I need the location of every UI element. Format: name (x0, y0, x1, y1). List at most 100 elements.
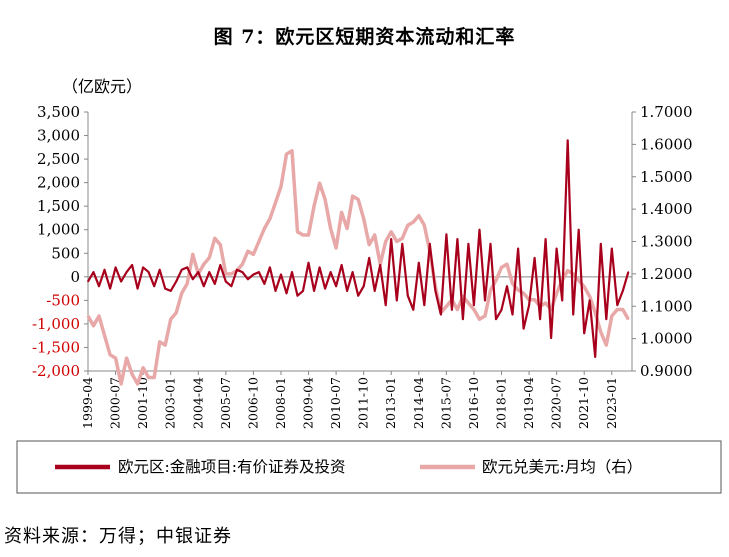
data-point (594, 356, 596, 358)
data-point (561, 299, 563, 302)
data-point (340, 211, 343, 214)
data-point (169, 290, 172, 292)
data-point (555, 247, 558, 250)
data-point (484, 315, 486, 317)
data-point (164, 344, 166, 346)
data-point (285, 292, 288, 295)
data-point (566, 269, 569, 272)
left-tick-label: 1,500 (37, 197, 80, 215)
data-point (203, 285, 205, 288)
data-point (555, 292, 558, 295)
data-point (92, 324, 95, 327)
data-point (533, 257, 536, 259)
x-tick-label: 2003-01 (163, 377, 178, 429)
data-point (120, 280, 122, 283)
data-point (307, 261, 310, 264)
x-tick-label: 2023-01 (604, 377, 619, 429)
right-tick-label: 1.4000 (640, 200, 693, 218)
data-point (164, 287, 166, 290)
data-point (423, 304, 426, 306)
right-tick-label: 1.3000 (640, 233, 693, 251)
data-point (418, 261, 420, 264)
x-tick-label: 2009-04 (301, 377, 316, 429)
data-point (302, 290, 304, 292)
axes: 3,500 3,000 2,500 2,000 1,500 1,000 500 0 -500 -1… (32, 103, 693, 429)
data-point (230, 285, 233, 288)
data-point (114, 266, 117, 269)
data-point (511, 282, 514, 285)
data-point (175, 280, 177, 283)
right-tick-label: 1.0000 (640, 330, 693, 348)
data-point (539, 318, 541, 321)
data-point (329, 271, 332, 273)
left-tick-label: -1,500 (32, 338, 80, 356)
x-tick-label: 2008-01 (273, 377, 288, 429)
data-point (577, 279, 580, 282)
left-tick-label: 500 (51, 244, 80, 262)
data-point (600, 331, 602, 333)
data-point (208, 256, 211, 259)
data-point (219, 264, 222, 266)
left-tick-label: 3,500 (37, 103, 80, 121)
x-tick-label: 2013-01 (383, 377, 398, 429)
data-point (418, 214, 420, 217)
data-point (572, 313, 574, 316)
data-point (522, 327, 525, 330)
data-point (616, 308, 619, 311)
data-point (252, 253, 255, 256)
right-tick-label: 1.2000 (640, 265, 693, 283)
data-point (192, 278, 194, 281)
data-point (462, 295, 464, 298)
right-tick-label: 1.7000 (640, 103, 693, 121)
data-point (313, 290, 315, 292)
data-point (517, 289, 519, 291)
data-point (445, 233, 448, 236)
x-tick-label: 2020-07 (549, 377, 564, 429)
data-point (225, 273, 227, 275)
right-tick-label: 1.6000 (640, 135, 693, 153)
data-point (192, 253, 194, 256)
data-point (258, 271, 260, 273)
x-tick-label: 2018-01 (494, 377, 509, 429)
data-point (506, 263, 508, 266)
data-point (351, 195, 354, 197)
series-portfolio-flows (87, 139, 630, 358)
x-tick-label: 2015-07 (438, 377, 453, 429)
data-point (396, 299, 398, 302)
data-point (390, 231, 393, 233)
data-point (379, 264, 382, 266)
data-point (412, 309, 415, 311)
data-point (269, 218, 271, 220)
data-point (87, 280, 89, 283)
data-point (451, 309, 453, 311)
data-point (98, 285, 100, 288)
data-point (219, 243, 222, 246)
x-tick-label: 2000-07 (108, 377, 123, 429)
data-point (412, 221, 415, 223)
right-tick-label: 1.1000 (640, 297, 693, 315)
x-tick-label: 2004-04 (190, 377, 205, 429)
data-point (616, 304, 619, 306)
data-point (456, 308, 459, 311)
data-point (544, 238, 547, 240)
data-point (142, 266, 144, 269)
data-point (335, 285, 337, 288)
data-point (423, 224, 426, 227)
data-point (313, 205, 315, 207)
data-point (147, 271, 150, 273)
data-point (594, 311, 596, 314)
data-point (462, 318, 464, 321)
data-point (373, 234, 376, 236)
data-point (136, 287, 139, 290)
x-tick-label: 2011-10 (356, 377, 371, 429)
data-point (473, 308, 475, 311)
data-point (550, 337, 552, 339)
x-tick-label: 2019-04 (521, 377, 536, 429)
legend-label-fx-rate: 欧元兑美元:月均（右） (482, 458, 642, 476)
data-point (109, 287, 111, 290)
data-point (158, 341, 161, 343)
data-point (274, 290, 277, 292)
data-point (495, 318, 497, 321)
data-point (627, 318, 630, 321)
